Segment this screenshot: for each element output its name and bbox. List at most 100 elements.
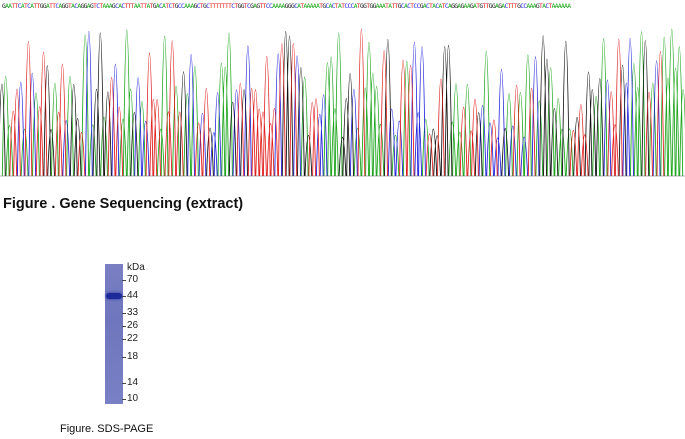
- base-letter: G: [290, 3, 295, 10]
- base-letter: G: [240, 3, 245, 10]
- base-letter: G: [460, 3, 465, 10]
- chromatogram-traces: [0, 28, 685, 177]
- base-letter: T: [11, 3, 15, 10]
- base-letter: A: [162, 3, 166, 10]
- base-letter: A: [297, 3, 301, 10]
- base-letter: T: [143, 3, 147, 10]
- base-letter: A: [281, 3, 286, 10]
- base-letter: A: [495, 3, 499, 10]
- trace-A: [1, 28, 685, 177]
- marker-tick: [122, 280, 126, 281]
- base-letter: C: [159, 3, 163, 10]
- base-letter: G: [498, 3, 502, 10]
- base-letter: A: [5, 3, 9, 10]
- base-letter: A: [86, 3, 91, 10]
- base-letter: C: [344, 3, 348, 10]
- base-letter: A: [105, 3, 110, 10]
- trace-C: [16, 30, 661, 177]
- base-letter: C: [294, 3, 298, 10]
- base-letter: A: [557, 3, 562, 10]
- base-letter: G: [491, 3, 496, 10]
- base-letter: A: [554, 3, 559, 10]
- kda-unit-label: kDa: [127, 262, 145, 273]
- base-letter: A: [564, 3, 568, 10]
- base-call-sequence: GAATTCATCATTGGATTCAGGTACAGGAGTCTAAAGCACT…: [2, 2, 683, 12]
- sds-page-gel: kDa 70 44 33 26 22 18 14 10: [105, 262, 225, 412]
- base-letter: A: [526, 3, 530, 10]
- base-letter: C: [115, 3, 119, 10]
- base-letter: A: [457, 3, 461, 10]
- base-letter: A: [20, 3, 25, 10]
- base-letter: T: [259, 3, 264, 10]
- base-letter: A: [58, 3, 63, 10]
- base-letter: G: [64, 3, 69, 10]
- base-letter: C: [181, 3, 185, 10]
- marker-tick: [122, 339, 126, 340]
- base-letter: A: [184, 3, 188, 10]
- base-letter: T: [341, 3, 345, 10]
- base-letter: C: [27, 3, 31, 10]
- base-letter: T: [99, 3, 103, 10]
- base-letter: G: [256, 3, 260, 10]
- base-letter: C: [96, 3, 100, 10]
- marker-label: 18: [127, 351, 139, 362]
- base-letter: T: [441, 3, 446, 10]
- base-letter: G: [469, 3, 474, 10]
- marker-tick: [122, 357, 126, 358]
- base-letter: C: [347, 3, 351, 10]
- base-letter: G: [39, 3, 44, 10]
- marker-label: 33: [127, 307, 139, 318]
- base-letter: C: [407, 3, 411, 10]
- base-letter: G: [535, 3, 540, 10]
- base-letter: T: [356, 3, 361, 10]
- base-letter: G: [203, 3, 207, 10]
- marker-label: 10: [127, 393, 139, 404]
- base-letter: T: [366, 3, 370, 10]
- protein-band: [106, 293, 122, 299]
- base-letter: T: [300, 3, 304, 10]
- sequencing-caption: Figure . Gene Sequencing (extract): [3, 196, 244, 212]
- base-letter: G: [488, 3, 493, 10]
- base-letter: A: [375, 3, 380, 10]
- base-letter: C: [231, 3, 235, 10]
- base-letter: T: [49, 3, 53, 10]
- base-letter: C: [425, 3, 430, 10]
- base-letter: T: [539, 3, 543, 10]
- base-letter: T: [14, 3, 19, 10]
- base-letter: A: [133, 3, 138, 10]
- base-letter: G: [322, 3, 326, 10]
- base-letter: A: [338, 3, 342, 10]
- base-letter: G: [42, 3, 47, 10]
- base-letter: T: [319, 3, 323, 10]
- base-letter: A: [303, 3, 308, 10]
- base-letter: G: [61, 3, 66, 10]
- base-letter: A: [353, 3, 358, 10]
- base-letter: C: [400, 3, 405, 10]
- base-letter: A: [542, 3, 546, 10]
- base-letter: G: [419, 3, 424, 10]
- base-letter: G: [451, 3, 455, 10]
- base-letter: C: [435, 3, 439, 10]
- base-letter: C: [17, 3, 22, 10]
- base-letter: C: [413, 3, 417, 10]
- base-letter: T: [243, 3, 248, 10]
- base-letter: T: [127, 3, 132, 10]
- base-letter: T: [394, 3, 399, 10]
- base-letter: T: [234, 3, 238, 10]
- base-letter: T: [215, 3, 220, 10]
- base-letter: G: [372, 3, 377, 10]
- marker-label: 44: [127, 290, 139, 301]
- base-letter: G: [250, 3, 254, 10]
- base-letter: C: [545, 3, 549, 10]
- trace-T: [9, 28, 665, 177]
- base-letter: G: [2, 3, 6, 10]
- base-letter: G: [80, 3, 85, 10]
- base-letter: T: [149, 3, 154, 10]
- base-letter: A: [447, 3, 452, 10]
- base-letter: T: [482, 3, 487, 10]
- base-letter: G: [360, 3, 364, 10]
- base-letter: T: [218, 3, 223, 10]
- base-letter: T: [391, 3, 395, 10]
- base-letter: T: [67, 3, 72, 10]
- marker-tick: [122, 326, 126, 327]
